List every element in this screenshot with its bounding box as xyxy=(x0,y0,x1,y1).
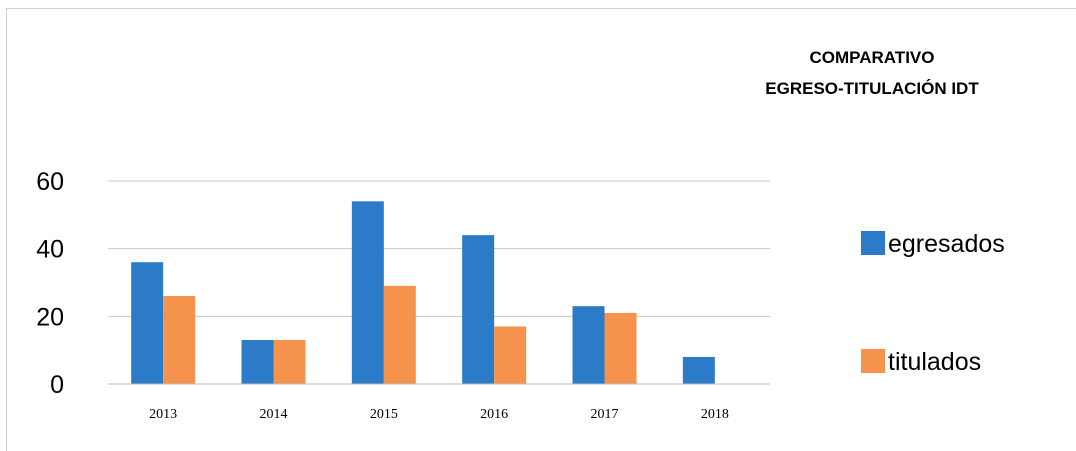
y-tick-label: 0 xyxy=(50,371,64,399)
bar-titulados-2014 xyxy=(273,340,306,384)
chart-title-line-1: COMPARATIVO xyxy=(810,48,935,67)
legend-label-titulados: titulados xyxy=(888,348,981,376)
bar-egresados-2017 xyxy=(572,306,605,384)
bar-titulados-2017 xyxy=(604,312,637,384)
bar-egresados-2013 xyxy=(131,262,164,384)
x-tick-label: 2017 xyxy=(591,407,619,422)
legend-swatch-egresados xyxy=(861,231,885,255)
bars xyxy=(131,201,715,384)
legend-label-egresados: egresados xyxy=(888,230,1005,258)
chart-title: COMPARATIVO EGRESO-TITULACIÓN IDT xyxy=(765,48,979,98)
y-axis-ticks: 0 20 40 60 xyxy=(36,168,64,399)
bar-egresados-2014 xyxy=(241,340,274,384)
bar-egresados-2018 xyxy=(682,356,715,384)
x-tick-label: 2013 xyxy=(149,407,177,422)
bar-egresados-2015 xyxy=(351,201,384,384)
x-tick-label: 2014 xyxy=(260,407,288,422)
x-axis-ticks: 2013 2014 2015 2016 2017 2018 xyxy=(149,407,729,422)
legend-swatch-titulados xyxy=(861,349,885,373)
bar-titulados-2015 xyxy=(383,285,416,384)
chart-frame xyxy=(6,8,1076,451)
chart-title-line-2: EGRESO-TITULACIÓN IDT xyxy=(765,79,979,98)
bar-titulados-2016 xyxy=(494,326,527,384)
x-tick-label: 2016 xyxy=(480,407,508,422)
gridlines xyxy=(108,180,770,317)
bar-titulados-2013 xyxy=(163,296,196,384)
y-tick-label: 40 xyxy=(36,236,64,264)
x-tick-label: 2018 xyxy=(701,407,729,422)
bar-egresados-2016 xyxy=(462,235,495,384)
y-tick-label: 20 xyxy=(36,303,64,331)
x-tick-label: 2015 xyxy=(370,407,398,422)
y-tick-label: 60 xyxy=(36,168,64,196)
legend: egresados titulados xyxy=(861,230,1005,376)
